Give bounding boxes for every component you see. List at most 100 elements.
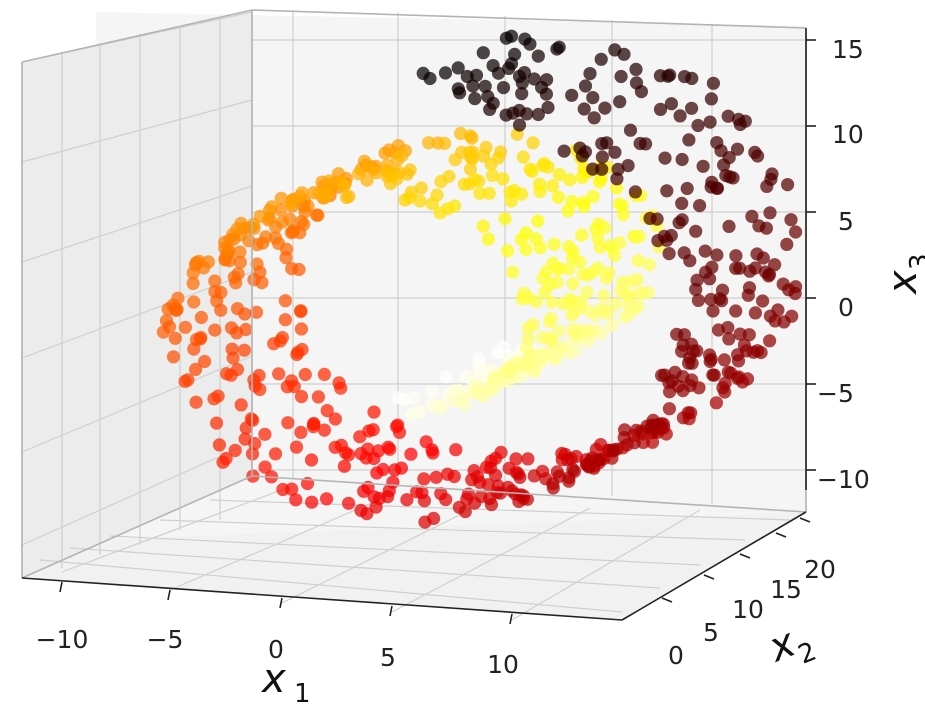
data-point — [743, 264, 757, 278]
data-point — [556, 297, 570, 311]
data-point — [496, 81, 511, 95]
data-point — [284, 226, 298, 240]
data-point — [259, 230, 273, 244]
data-point — [171, 291, 185, 305]
data-point — [201, 255, 215, 269]
data-point — [546, 477, 560, 491]
data-point — [499, 108, 513, 122]
data-point — [400, 493, 414, 507]
x-axis-label-main: x — [260, 656, 286, 702]
data-point — [539, 264, 554, 279]
data-point — [230, 222, 244, 236]
data-point — [689, 282, 703, 296]
data-point — [545, 179, 560, 193]
data-point — [354, 447, 368, 461]
data-point — [733, 117, 747, 132]
data-point — [370, 466, 384, 480]
data-point — [696, 159, 710, 173]
data-point — [238, 432, 252, 446]
data-point — [402, 191, 416, 205]
data-point — [698, 244, 712, 258]
data-point — [563, 173, 577, 187]
data-point — [716, 381, 730, 395]
data-point — [586, 162, 600, 176]
data-point — [527, 72, 541, 86]
data-point — [433, 206, 447, 220]
data-point — [491, 66, 506, 80]
data-point — [645, 435, 660, 449]
data-point — [267, 337, 281, 351]
data-point — [218, 235, 232, 249]
y-tick-mark — [775, 532, 787, 538]
data-point — [230, 302, 245, 316]
data-point — [457, 391, 471, 405]
data-point — [706, 76, 721, 90]
data-point — [189, 362, 203, 376]
data-point — [265, 200, 279, 214]
data-point — [566, 277, 580, 291]
left-wall-pane — [22, 10, 252, 578]
data-point — [425, 385, 439, 399]
data-point — [417, 472, 431, 486]
data-point — [425, 197, 439, 211]
data-point — [521, 452, 535, 466]
data-point — [658, 151, 672, 165]
x-tick-label: 5 — [380, 643, 396, 672]
data-point — [484, 498, 499, 512]
data-point — [276, 482, 290, 497]
data-point — [504, 194, 518, 208]
data-point — [258, 427, 272, 441]
data-point — [426, 446, 440, 460]
data-point — [392, 425, 407, 439]
z-tick-label: 10 — [832, 120, 864, 149]
data-point — [178, 374, 192, 388]
pane-edge — [21, 475, 253, 579]
data-point — [438, 136, 452, 150]
data-point — [476, 219, 490, 233]
data-point — [473, 186, 487, 200]
data-point — [317, 423, 331, 437]
data-point — [233, 255, 247, 269]
data-point — [306, 420, 320, 434]
data-point — [429, 470, 443, 484]
data-point — [404, 447, 418, 461]
data-point — [703, 115, 717, 129]
x-tick-mark — [167, 589, 171, 601]
data-point — [272, 367, 286, 381]
data-point — [715, 294, 729, 308]
data-point — [662, 247, 676, 261]
data-point — [207, 392, 221, 406]
floor-gridline — [511, 509, 701, 621]
data-point — [516, 150, 530, 164]
data-point — [187, 295, 201, 309]
data-point — [448, 199, 462, 213]
data-point — [268, 231, 283, 245]
data-point — [247, 373, 261, 387]
floor-gridline — [69, 547, 661, 589]
data-point — [210, 416, 224, 430]
data-point — [233, 245, 247, 259]
data-point — [481, 478, 495, 492]
data-point — [484, 157, 498, 171]
y-axis-ticks: 0 5 10 15 20 — [668, 555, 836, 670]
data-point — [544, 311, 558, 325]
data-point — [293, 189, 307, 203]
z-tick-label: −10 — [817, 465, 870, 494]
floor-gridline — [281, 499, 491, 604]
data-point — [178, 320, 192, 334]
data-point — [469, 68, 484, 82]
data-point — [198, 354, 212, 369]
data-point — [752, 219, 766, 233]
z-tick-label: −5 — [817, 379, 854, 408]
data-point — [604, 238, 618, 252]
data-point — [551, 190, 566, 204]
data-point — [294, 390, 309, 404]
data-point — [339, 446, 353, 460]
data-point — [388, 463, 402, 477]
data-point — [515, 87, 529, 101]
data-point — [290, 347, 304, 362]
x-tick-label: −10 — [36, 625, 89, 654]
data-point — [305, 495, 319, 509]
data-point — [434, 174, 448, 189]
data-point — [509, 452, 523, 466]
